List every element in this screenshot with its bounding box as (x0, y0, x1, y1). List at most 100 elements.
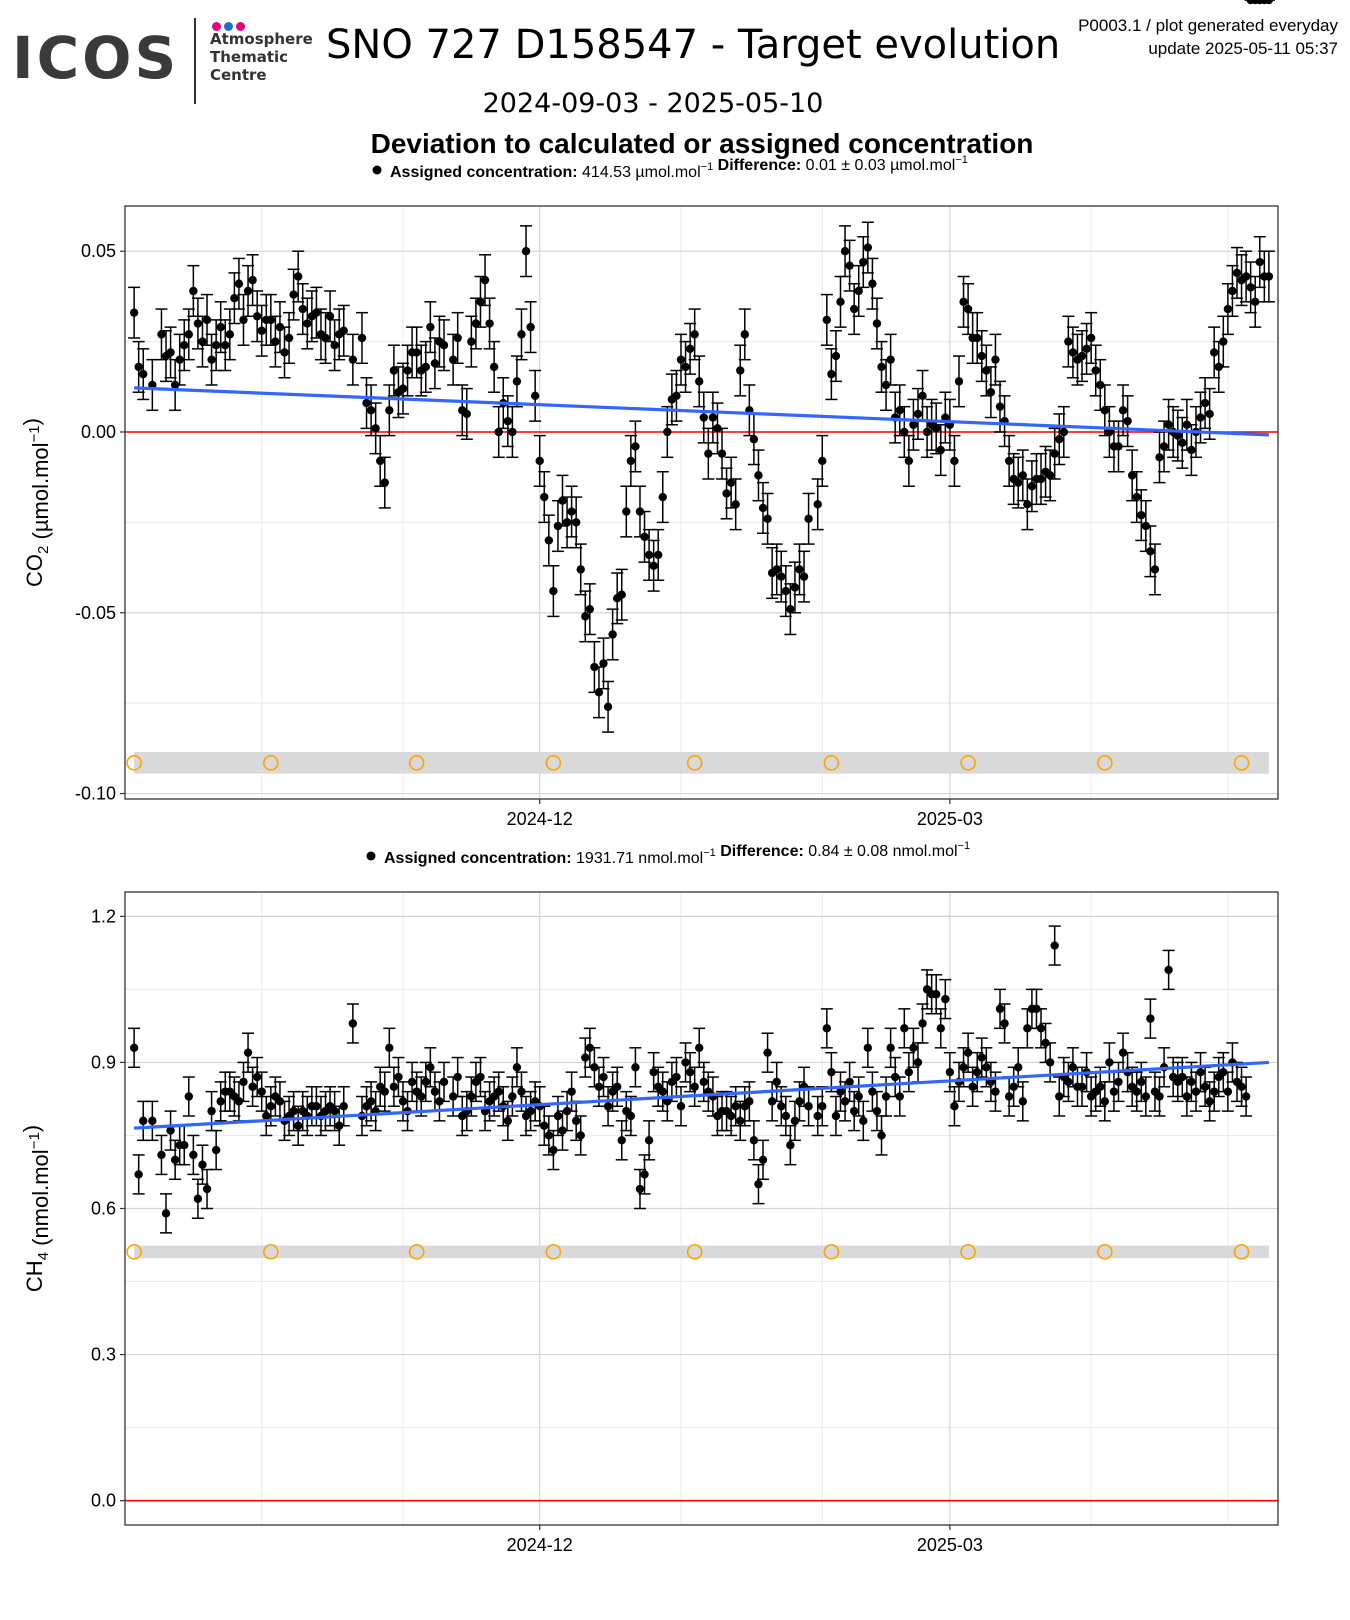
data-point (540, 1121, 549, 1130)
data-point-group (378, 456, 391, 509)
data-point-group (128, 1027, 141, 1069)
data-point (1205, 409, 1214, 419)
data-point (266, 315, 276, 325)
marker-circle (960, 1244, 976, 1260)
data-point (840, 246, 850, 256)
data-point-group (524, 1090, 537, 1132)
x-tick-label: 2024-12 (507, 809, 573, 829)
data-point (1196, 413, 1205, 422)
y-axis: -0.10 -0.05 0.00 0.05 (75, 241, 125, 804)
data-point (1209, 1087, 1219, 1096)
caption-difference-sup: −1 (958, 840, 971, 852)
y-axis-title-sub: 4 (35, 1252, 52, 1260)
marker-circle (1097, 1244, 1113, 1260)
data-point (877, 362, 886, 372)
data-point-group (1089, 344, 1102, 397)
data-point-group (438, 1061, 451, 1103)
data-point (726, 1111, 736, 1121)
x-axis: 2024-12 2025-03 (507, 1525, 983, 1555)
data-point-group (757, 1139, 770, 1181)
logo-dots (212, 16, 248, 35)
data-point-group (674, 1086, 687, 1127)
data-point (476, 297, 485, 307)
data-point (676, 1102, 686, 1111)
y-axis-title: CH4 (nmol.mol−1) (19, 1125, 53, 1292)
data-point (508, 427, 517, 437)
data-point (1096, 1082, 1105, 1091)
data-point (963, 1048, 973, 1057)
data-point-group (752, 1163, 765, 1205)
data-point-group (716, 427, 729, 480)
data-point-group (656, 471, 669, 524)
data-point (1137, 510, 1146, 520)
data-point (854, 1092, 863, 1101)
y-axis-title-unit-sup: −1 (26, 1132, 43, 1149)
data-point (1068, 348, 1078, 357)
caption-difference-sup: −1 (955, 154, 968, 166)
data-point-group (643, 1120, 656, 1161)
data-point (672, 391, 681, 401)
data-point-group (857, 1100, 870, 1142)
data-point-group (483, 297, 496, 350)
data-point (1050, 449, 1059, 458)
data-point (895, 1092, 904, 1101)
data-point (1014, 478, 1023, 487)
data-point (339, 1102, 348, 1111)
data-point (544, 536, 554, 545)
data-point (804, 1102, 813, 1111)
panel-2: Assigned concentration: 1931.71 nmol.mol… (19, 0, 1279, 1555)
data-point (129, 1043, 139, 1053)
data-point-group (251, 290, 264, 343)
data-point-group (242, 1032, 255, 1073)
data-point (266, 1102, 276, 1111)
data-point (617, 590, 626, 599)
data-point (1196, 1067, 1205, 1077)
data-point-group (848, 282, 861, 336)
data-point-group (196, 1144, 209, 1185)
data-point (1187, 445, 1196, 455)
data-point-group (182, 1076, 195, 1117)
data-point-group (246, 1066, 259, 1107)
data-point (494, 427, 503, 437)
data-point-group (155, 1134, 168, 1176)
data-point (512, 1063, 522, 1072)
data-point-group (260, 1095, 273, 1137)
data-point (941, 413, 950, 422)
marker-circle (1233, 1244, 1250, 1260)
data-point-group (811, 1095, 824, 1137)
data-point (567, 507, 576, 516)
data-point (1023, 500, 1032, 509)
plot-frame (124, 205, 1279, 800)
panel-caption: Assigned concentration: 1931.71 nmol.mol… (366, 840, 971, 867)
data-point (644, 550, 654, 560)
data-point (1127, 471, 1137, 480)
data-point (863, 1043, 873, 1053)
data-point (535, 456, 544, 466)
data-point (1064, 1077, 1073, 1087)
data-point-group (875, 340, 888, 393)
data-point-group (556, 474, 569, 527)
data-point-group (916, 1003, 929, 1044)
data-point-group (693, 355, 706, 408)
data-point-group (1194, 391, 1207, 444)
data-point-group (597, 1056, 610, 1098)
marker-circle (126, 1244, 142, 1260)
data-point (562, 518, 572, 527)
data-point (348, 355, 358, 364)
data-point (1155, 453, 1164, 462)
data-point (421, 1077, 430, 1087)
data-point-group (378, 1071, 391, 1112)
y-tick-label: 0.00 (81, 422, 116, 442)
data-point-group (1262, 250, 1275, 303)
data-point-group (962, 282, 975, 336)
data-point-group (1176, 416, 1189, 469)
data-point (973, 333, 982, 343)
data-point (439, 1077, 449, 1087)
caption-assigned-value: 414.53 µmol.mol (578, 164, 701, 181)
data-point (553, 1111, 563, 1121)
data-point-group (187, 1134, 200, 1176)
data-point (576, 1131, 585, 1140)
data-point-group (647, 539, 660, 592)
data-point (157, 1150, 166, 1160)
data-point (339, 326, 348, 335)
